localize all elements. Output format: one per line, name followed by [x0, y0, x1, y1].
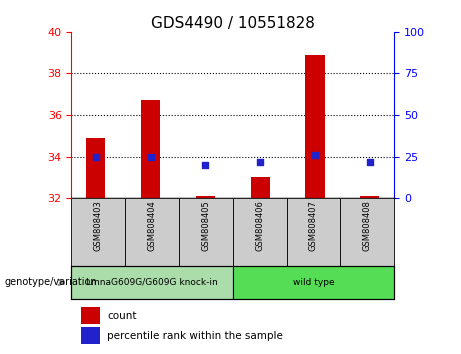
Bar [179, 198, 233, 266]
Text: count: count [107, 311, 136, 321]
Bar [251, 177, 270, 198]
Point [202, 162, 209, 168]
Text: GSM808407: GSM808407 [309, 200, 318, 251]
Text: GSM808405: GSM808405 [201, 200, 210, 251]
Bar [361, 196, 379, 198]
Point [366, 159, 373, 165]
Title: GDS4490 / 10551828: GDS4490 / 10551828 [151, 16, 315, 31]
Bar [86, 138, 105, 198]
Text: percentile rank within the sample: percentile rank within the sample [107, 331, 283, 341]
Point [92, 154, 100, 159]
Bar [71, 198, 125, 266]
Bar [141, 101, 160, 198]
Text: GSM808406: GSM808406 [255, 200, 264, 251]
Text: wild type: wild type [293, 278, 334, 287]
Bar [233, 266, 394, 299]
Bar [81, 307, 100, 324]
Text: LmnaG609G/G609G knock-in: LmnaG609G/G609G knock-in [86, 278, 218, 287]
Bar [196, 196, 215, 198]
Bar [287, 198, 340, 266]
Bar [233, 198, 287, 266]
Text: GSM808408: GSM808408 [363, 200, 372, 251]
Text: GSM808403: GSM808403 [94, 200, 103, 251]
Bar [125, 198, 179, 266]
Bar [340, 198, 394, 266]
Text: GSM808404: GSM808404 [148, 200, 157, 251]
Text: genotype/variation: genotype/variation [5, 277, 97, 287]
Point [256, 159, 264, 165]
Bar [81, 327, 100, 343]
Point [311, 152, 319, 158]
Bar [306, 55, 325, 198]
Bar [71, 266, 233, 299]
Point [147, 154, 154, 159]
